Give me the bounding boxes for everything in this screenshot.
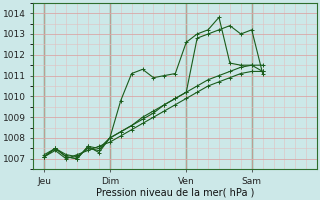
- X-axis label: Pression niveau de la mer( hPa ): Pression niveau de la mer( hPa ): [96, 187, 254, 197]
